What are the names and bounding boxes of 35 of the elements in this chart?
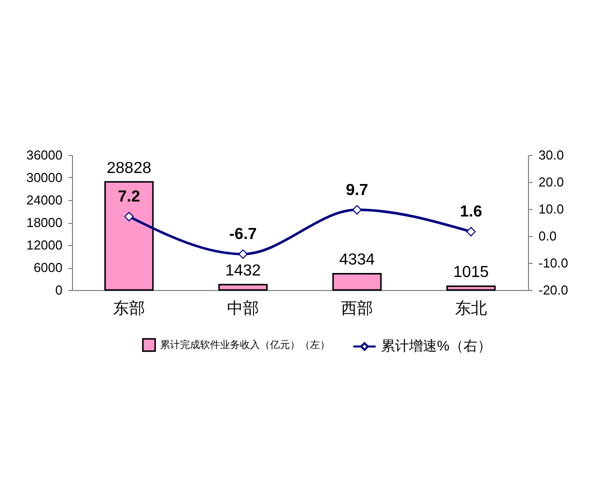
data-label: -6.7 bbox=[229, 226, 257, 244]
bar bbox=[104, 181, 154, 291]
y2-tick-label: -20.0 bbox=[538, 282, 568, 298]
y2-tick-label: -10.0 bbox=[538, 256, 568, 270]
point bbox=[466, 226, 476, 236]
point bbox=[352, 205, 362, 214]
y-tick-label: 0 bbox=[55, 282, 62, 298]
x-tick-label: 东部 bbox=[113, 300, 145, 318]
data-label: 1432 bbox=[225, 262, 261, 280]
data-label: 28828 bbox=[106, 160, 152, 177]
y-tick-label: 6000 bbox=[34, 260, 62, 275]
bar bbox=[218, 284, 268, 291]
y2-tick-label: 0.0 bbox=[538, 228, 557, 244]
y2-tick-label: 20.0 bbox=[538, 174, 564, 190]
x-tick-label: 西部 bbox=[341, 300, 373, 318]
y2-tick-label: 10.0 bbox=[538, 202, 564, 216]
y-tick-label: 18000 bbox=[26, 215, 62, 230]
data-label: 1015 bbox=[453, 264, 489, 282]
data-label: 7.2 bbox=[118, 188, 140, 206]
legend-label: 累计完成软件业务收入（亿元）（左） bbox=[160, 339, 330, 351]
y-tick-label: 30000 bbox=[26, 170, 62, 185]
point bbox=[238, 249, 248, 259]
point bbox=[124, 212, 134, 222]
bar bbox=[446, 285, 496, 291]
y-tick-label: 12000 bbox=[26, 238, 62, 252]
bar bbox=[332, 273, 382, 291]
data-label: 9.7 bbox=[346, 182, 368, 199]
y-tick-label: 36000 bbox=[26, 148, 62, 162]
data-label: 4334 bbox=[339, 252, 375, 269]
x-tick-label: 中部 bbox=[227, 300, 259, 318]
y2-tick-label: 30.0 bbox=[538, 148, 564, 162]
data-label: 1.6 bbox=[460, 204, 482, 221]
legend-label: 累计增速%（右） bbox=[381, 338, 492, 354]
x-tick-label: 东北 bbox=[455, 300, 487, 318]
y-tick-label: 24000 bbox=[26, 192, 62, 208]
